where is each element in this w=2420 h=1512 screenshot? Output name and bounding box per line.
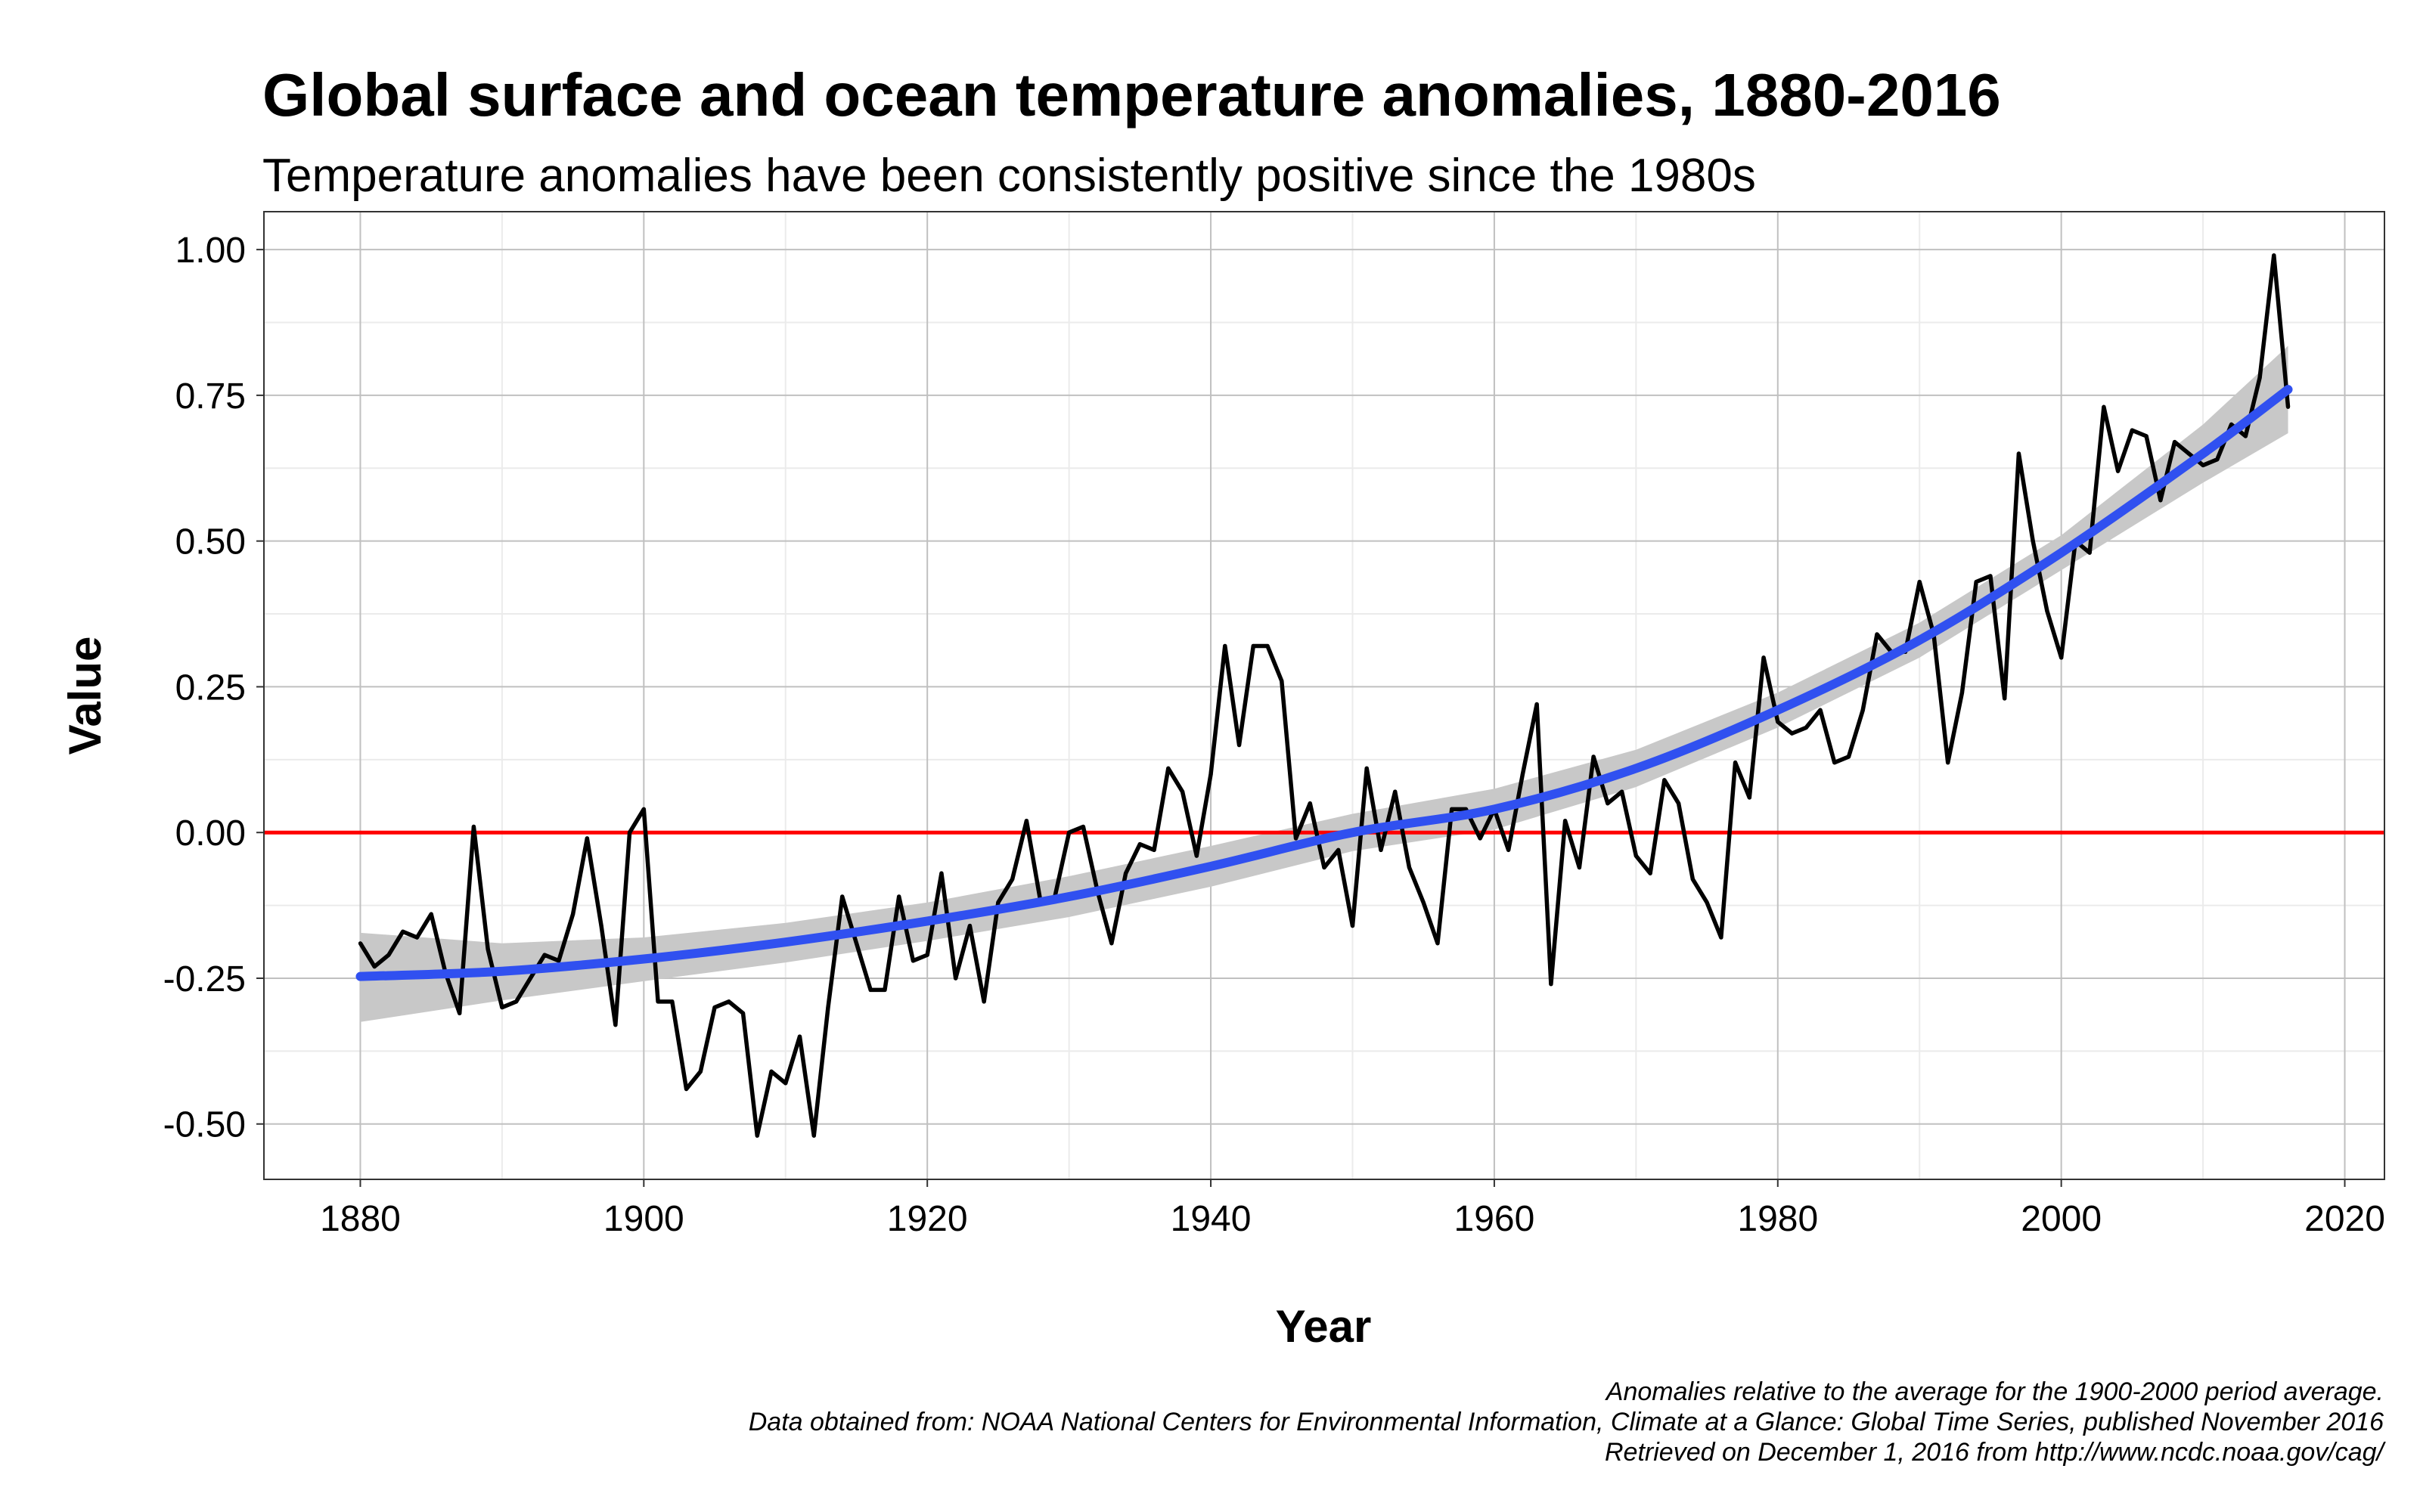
series-points bbox=[358, 253, 2291, 1138]
y-tick-label: 0.00 bbox=[175, 813, 246, 854]
x-tick-label: 1940 bbox=[1171, 1199, 1252, 1239]
x-axis-title: Year bbox=[1276, 1301, 1372, 1352]
y-tick-label: 1.00 bbox=[175, 231, 246, 271]
caption-line-2: Data obtained from: NOAA National Center… bbox=[749, 1408, 2384, 1436]
caption-line-1: Anomalies relative to the average for th… bbox=[1605, 1377, 2384, 1406]
y-tick-label: -0.50 bbox=[163, 1105, 246, 1145]
y-tick-label: 0.75 bbox=[175, 376, 246, 417]
chart-subtitle: Temperature anomalies have been consiste… bbox=[262, 150, 1756, 202]
x-tick-label: 1900 bbox=[603, 1199, 684, 1239]
y-tick-label: 0.25 bbox=[175, 668, 246, 708]
y-axis-title: Value bbox=[60, 637, 110, 755]
series-line bbox=[358, 253, 2291, 1138]
major-gridlines bbox=[264, 212, 2384, 1179]
panel-border bbox=[263, 211, 2385, 1180]
chart-title: Global surface and ocean temperature ano… bbox=[262, 61, 2001, 129]
caption-line-3: Retrieved on December 1, 2016 from http:… bbox=[1605, 1438, 2387, 1467]
x-axis-ticks: 1880 1900 1920 1940 1960 1980 2000 2020 bbox=[320, 1179, 2385, 1239]
confidence-band bbox=[360, 345, 2288, 1022]
x-tick-label: 1980 bbox=[1737, 1199, 1818, 1239]
x-tick-label: 2000 bbox=[2021, 1199, 2102, 1239]
y-tick-label: 0.50 bbox=[175, 522, 246, 562]
x-tick-label: 1880 bbox=[320, 1199, 401, 1239]
x-tick-label: 2020 bbox=[2304, 1199, 2385, 1239]
x-tick-label: 1960 bbox=[1454, 1199, 1535, 1239]
y-axis-ticks: -0.50 -0.25 0.00 0.25 0.50 0.75 1.00 bbox=[163, 231, 264, 1145]
trend-line bbox=[355, 385, 2293, 981]
minor-gridlines bbox=[264, 212, 2384, 1179]
y-tick-label: -0.25 bbox=[163, 959, 246, 999]
x-tick-label: 1920 bbox=[887, 1199, 968, 1239]
